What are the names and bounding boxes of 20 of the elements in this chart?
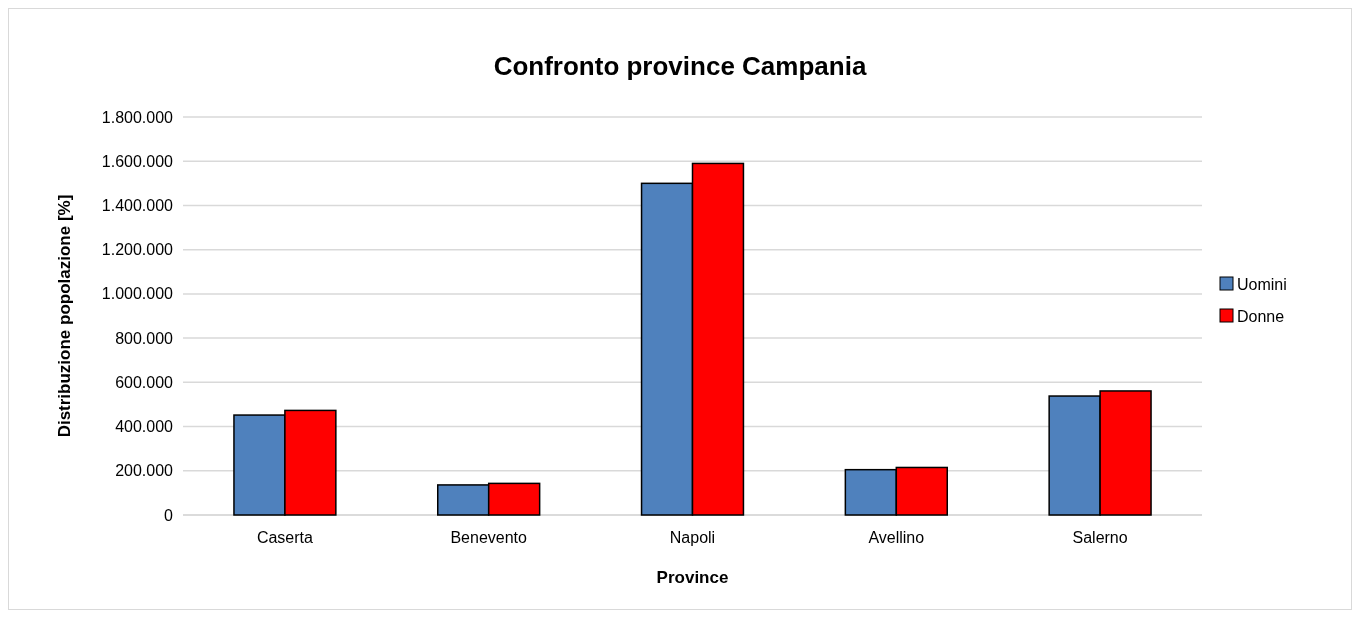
- chart-title: Confronto province Campania: [493, 51, 867, 81]
- y-tick-label: 1.800.000: [101, 108, 174, 126]
- y-tick-label: 1.000.000: [101, 285, 174, 303]
- y-axis-title: Distribuzione popolazione [%]: [55, 194, 74, 438]
- y-tick-label: 200.000: [115, 462, 174, 480]
- y-tick-label: 1.600.000: [101, 152, 174, 170]
- legend-label: Uomini: [1237, 275, 1287, 293]
- y-tick-label: 0: [164, 506, 174, 524]
- x-axis-title: Province: [656, 568, 729, 587]
- x-tick-label: Salerno: [1072, 529, 1128, 546]
- x-tick-label: Napoli: [669, 529, 716, 546]
- y-tick-label: 1.400.000: [101, 197, 174, 215]
- x-tick-label: Avellino: [868, 529, 925, 546]
- y-tick-label: 400.000: [115, 418, 174, 436]
- x-tick-label: Caserta: [256, 529, 314, 546]
- y-tick-label: 1.200.000: [101, 241, 174, 259]
- y-tick-label: 600.000: [115, 373, 174, 391]
- legend-label: Donne: [1237, 307, 1285, 325]
- y-tick-label: 800.000: [115, 329, 174, 347]
- x-tick-label: Benevento: [450, 529, 528, 546]
